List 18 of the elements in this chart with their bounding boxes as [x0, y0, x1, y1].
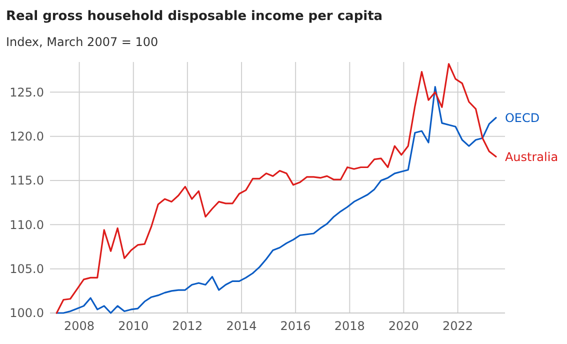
series-label: Australia	[504, 150, 558, 164]
x-tick-label: 2016	[280, 319, 311, 333]
y-tick-label: 110.0	[10, 218, 44, 232]
chart-subtitle: Index, March 2007 = 100	[6, 35, 158, 49]
x-tick-label: 2012	[172, 319, 203, 333]
chart-title: Real gross household disposable income per capita	[6, 9, 383, 24]
x-tick-label: 2008	[64, 319, 95, 333]
x-tick-label: 2018	[334, 319, 365, 333]
y-tick-label: 115.0	[10, 174, 44, 188]
x-tick-label: 2022	[442, 319, 474, 333]
y-tick-label: 125.0	[10, 85, 44, 100]
series-label: OECD	[504, 110, 540, 125]
x-tick-label: 2014	[226, 319, 257, 333]
x-tick-label: 2020	[388, 319, 419, 333]
y-tick-label: 120.0	[10, 130, 44, 144]
x-tick-label: 2010	[118, 319, 149, 333]
y-tick-label: 100.0	[10, 306, 44, 320]
y-tick-label: 105.0	[10, 262, 44, 276]
